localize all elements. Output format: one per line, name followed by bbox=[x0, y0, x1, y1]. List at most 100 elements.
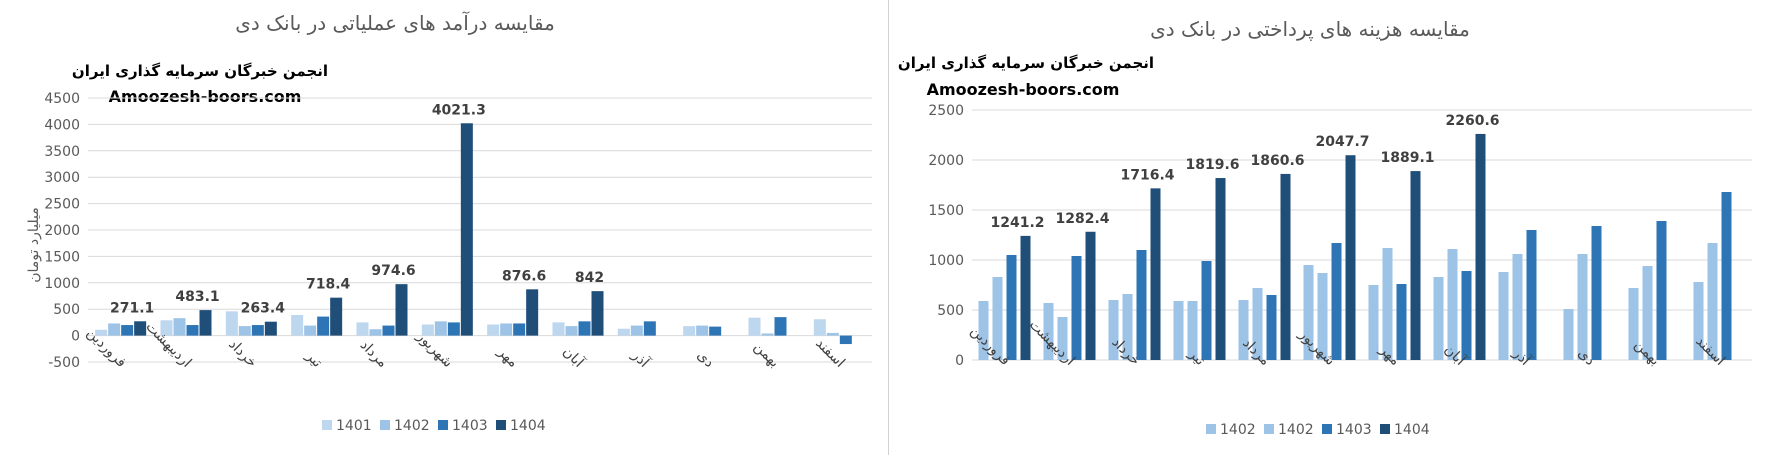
x-tick-label: فروردین bbox=[967, 323, 1013, 369]
y-tick-label: 500 bbox=[53, 302, 80, 318]
bar-1403-6 bbox=[1396, 284, 1407, 360]
bar-1404-1 bbox=[1085, 231, 1096, 360]
bar-1402-3 bbox=[1187, 301, 1198, 360]
y-tick-label: 3000 bbox=[44, 170, 80, 186]
legend-label-1404: 1404 bbox=[510, 418, 546, 434]
bar-1404-0 bbox=[134, 321, 147, 336]
legend-swatch-1402 bbox=[1206, 424, 1216, 434]
x-tick-label: خرداد bbox=[225, 336, 259, 370]
bar-1403-5 bbox=[1331, 243, 1342, 360]
bar-1403-6 bbox=[513, 323, 526, 336]
bar-1402-0 bbox=[978, 301, 989, 360]
y-tick-label: 3500 bbox=[44, 144, 80, 160]
data-label: 1860.6 bbox=[1250, 153, 1304, 169]
bar-1402-9 bbox=[1563, 309, 1574, 360]
data-label: 2260.6 bbox=[1445, 113, 1499, 129]
y-tick-label: 2500 bbox=[928, 103, 964, 119]
legend-swatch-1403 bbox=[1322, 424, 1332, 434]
bar-1401-3 bbox=[291, 315, 304, 336]
bar-1402-7 bbox=[565, 326, 578, 336]
bar-1404-6 bbox=[1410, 171, 1421, 360]
legend-label-1401: 1401 bbox=[336, 418, 372, 434]
bar-1402-1 bbox=[1057, 317, 1068, 360]
y-tick-label: 4000 bbox=[44, 117, 80, 133]
bar-1402-7 bbox=[1433, 277, 1444, 360]
bar-1403-1 bbox=[186, 325, 199, 336]
data-label: 974.6 bbox=[371, 263, 415, 279]
bar-1402-7 bbox=[1447, 249, 1458, 360]
bar-1402-11 bbox=[826, 332, 839, 336]
y-tick-label: 4500 bbox=[44, 91, 80, 107]
bar-1402-0 bbox=[108, 323, 121, 336]
bar-1403-10 bbox=[1656, 221, 1667, 360]
y-tick-label: 0 bbox=[955, 353, 964, 369]
x-tick-label: مرداد bbox=[357, 337, 391, 371]
watermark-line1: انجمن خبرگان سرمایه گذاری ایران bbox=[898, 54, 1154, 72]
y-tick-label: 1500 bbox=[928, 203, 964, 219]
y-tick-label: 2000 bbox=[928, 153, 964, 169]
legend-swatch-1401 bbox=[322, 420, 332, 430]
bar-1402-9 bbox=[1577, 254, 1588, 360]
bar-1403-0 bbox=[121, 325, 134, 336]
bar-1402-2 bbox=[1108, 300, 1119, 360]
bar-1403-2 bbox=[251, 325, 264, 336]
y-tick-label: 1000 bbox=[44, 276, 80, 292]
bar-1402-10 bbox=[1628, 288, 1639, 360]
bar-1401-4 bbox=[356, 322, 369, 336]
bar-1402-3 bbox=[304, 325, 317, 336]
bar-1402-11 bbox=[1693, 282, 1704, 360]
bar-1404-4 bbox=[1280, 173, 1291, 360]
x-tick-label: مهر bbox=[494, 343, 521, 370]
y-tick-label: 2500 bbox=[44, 197, 80, 213]
bar-1403-9 bbox=[1591, 226, 1602, 360]
y-axis-label: میلیارد تومان bbox=[26, 207, 42, 282]
legend-swatch-1402 bbox=[380, 420, 390, 430]
bar-1401-10 bbox=[748, 317, 761, 336]
bar-1403-7 bbox=[1461, 271, 1472, 360]
data-label: 271.1 bbox=[110, 300, 154, 316]
bar-1401-9 bbox=[683, 326, 696, 336]
legend: 1401 1402 1403 1404 bbox=[322, 418, 546, 434]
legend-label-1402: 1402 bbox=[1220, 422, 1256, 438]
data-label: 4021.3 bbox=[432, 102, 486, 118]
bar-1403-11 bbox=[1721, 192, 1732, 360]
legend-swatch-1402 bbox=[1264, 424, 1274, 434]
bar-1402-5 bbox=[1303, 265, 1314, 360]
bar-1402-0 bbox=[992, 277, 1003, 360]
data-label: 1241.2 bbox=[990, 215, 1044, 231]
bar-1401-7 bbox=[552, 322, 565, 336]
bar-1404-3 bbox=[1215, 178, 1226, 360]
bar-1404-1 bbox=[199, 310, 212, 336]
bar-1402-10 bbox=[1642, 266, 1653, 360]
bar-1403-1 bbox=[1071, 256, 1082, 360]
bar-1402-9 bbox=[696, 325, 709, 336]
legend-swatch-1403 bbox=[438, 420, 448, 430]
bar-1402-5 bbox=[1317, 273, 1328, 360]
legend: 1402 1402 1403 1404 bbox=[1206, 422, 1430, 438]
data-label: 263.4 bbox=[241, 301, 286, 317]
legend-label-1402: 1402 bbox=[394, 418, 430, 434]
legend-label-1403: 1403 bbox=[1336, 422, 1372, 438]
bar-1402-8 bbox=[1498, 272, 1509, 360]
bar-1403-9 bbox=[709, 326, 722, 336]
bar-1402-6 bbox=[1382, 248, 1393, 360]
y-tick-label: 1500 bbox=[44, 249, 80, 265]
bar-1401-8 bbox=[617, 328, 630, 336]
watermark-line1: انجمن خبرگان سرمایه گذاری ایران bbox=[72, 62, 328, 80]
bar-1404-7 bbox=[1475, 133, 1486, 360]
data-label: 876.6 bbox=[502, 268, 546, 284]
bar-1402-8 bbox=[630, 325, 643, 336]
data-label: 842 bbox=[575, 270, 604, 286]
x-tick-label: آبان bbox=[559, 343, 588, 372]
bar-1401-6 bbox=[487, 324, 500, 336]
bar-1404-4 bbox=[395, 284, 408, 336]
data-label: 1819.6 bbox=[1185, 157, 1239, 173]
bar-1404-5 bbox=[1345, 155, 1356, 360]
bar-1404-5 bbox=[460, 123, 473, 336]
y-tick-label: 2000 bbox=[44, 223, 80, 239]
y-tick-label: 0 bbox=[71, 329, 80, 345]
bar-1404-2 bbox=[264, 321, 277, 336]
y-tick-label: -500 bbox=[48, 355, 80, 371]
y-tick-label: 1000 bbox=[928, 253, 964, 269]
data-label: 1282.4 bbox=[1055, 211, 1109, 227]
